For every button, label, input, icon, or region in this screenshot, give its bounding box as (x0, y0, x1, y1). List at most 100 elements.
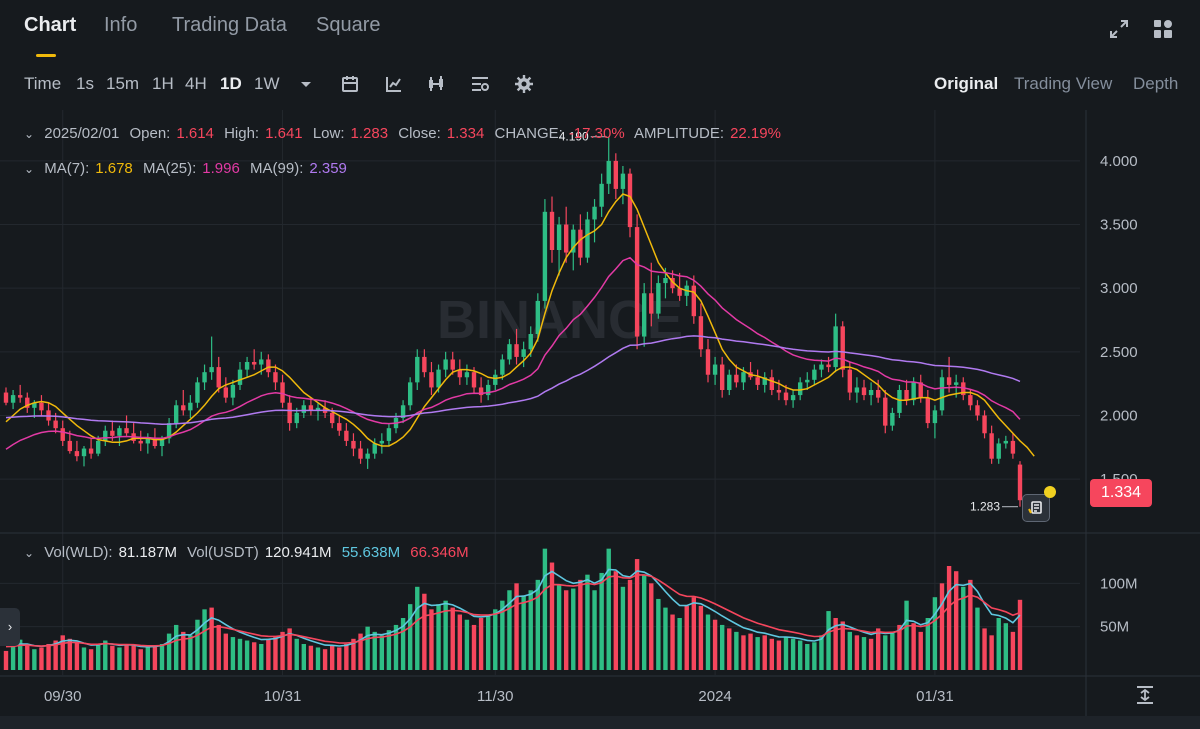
price-alert-button[interactable] (1022, 494, 1050, 522)
interval-1d[interactable]: 1D (220, 74, 242, 93)
candle-body (3, 392, 9, 403)
candle-body (393, 418, 399, 429)
volume-bar (975, 607, 980, 670)
close-label: Close: (398, 125, 441, 142)
ma99-label: MA(99): (250, 160, 304, 177)
candle (131, 423, 136, 444)
candle-body (790, 395, 796, 401)
candle-body (74, 451, 80, 457)
volume-bar (46, 644, 51, 670)
volume-bar (748, 633, 753, 670)
chevron-down-icon[interactable]: ⌄ (24, 162, 35, 176)
volume-bar (188, 635, 193, 670)
volume-bar (613, 571, 619, 670)
candle (308, 397, 314, 416)
interval-1w[interactable]: 1W (254, 74, 280, 93)
chevron-down-icon[interactable] (296, 74, 316, 94)
volume-bar (585, 574, 590, 670)
candle (344, 423, 349, 446)
tab-info[interactable]: Info (104, 14, 138, 36)
settings-list-icon[interactable] (470, 74, 490, 94)
candle-body (656, 283, 661, 314)
candle (663, 267, 668, 299)
candle (145, 433, 151, 454)
view-depth[interactable]: Depth (1133, 74, 1179, 93)
volume-bar (819, 635, 824, 670)
candle-body (386, 428, 392, 441)
candle (904, 379, 909, 406)
volume-bar (372, 631, 377, 670)
candle-body (46, 410, 51, 421)
candle-body (188, 402, 193, 411)
low-value: 1.283 (350, 125, 389, 142)
price-tick-label: 2.500 (1100, 344, 1138, 361)
high-value: 1.641 (265, 125, 303, 142)
chevron-down-icon[interactable]: ⌄ (24, 546, 35, 560)
candle-body (173, 405, 179, 424)
expand-icon[interactable] (1108, 18, 1130, 40)
volume-bar (39, 647, 44, 670)
tab-chart[interactable]: Chart (24, 14, 77, 36)
candle-body (195, 382, 200, 403)
view-original[interactable]: Original (934, 74, 999, 93)
candle (563, 206, 569, 263)
candle-body (883, 397, 888, 426)
volume-bar (641, 574, 647, 670)
candle (74, 440, 80, 462)
alert-indicator-dot (1044, 486, 1056, 498)
candle (124, 415, 129, 436)
indicator-icon[interactable] (384, 74, 404, 94)
candle (422, 349, 427, 378)
volume-bar (712, 619, 718, 670)
candle-body (677, 288, 682, 296)
fit-icon[interactable] (1134, 684, 1156, 706)
candle-body (103, 430, 108, 441)
interval-1s[interactable]: 1s (76, 74, 94, 93)
candle-body (670, 278, 675, 289)
candle-icon[interactable] (426, 74, 446, 94)
volume-bar (457, 614, 463, 670)
candle-body (358, 448, 363, 459)
candle-body (429, 372, 434, 388)
candle-body (493, 374, 498, 385)
candle (17, 384, 23, 403)
candle-body (946, 377, 952, 385)
candle (968, 390, 973, 411)
volume-bar (407, 604, 413, 670)
volume-bar (953, 571, 959, 670)
volume-bar (195, 619, 200, 670)
interval-4h[interactable]: 4H (185, 74, 207, 93)
candle-body (961, 382, 966, 396)
interval-15m[interactable]: 15m (106, 74, 140, 93)
candle-body (259, 359, 264, 365)
candle (53, 412, 58, 434)
candle-body (783, 392, 789, 401)
candle-body (989, 433, 994, 459)
tab-trading-data[interactable]: Trading Data (172, 14, 287, 36)
volume-ma2-line (5, 574, 1021, 648)
interval-time[interactable]: Time (24, 74, 62, 93)
interval-1h[interactable]: 1H (152, 74, 174, 93)
chevron-down-icon[interactable]: ⌄ (24, 127, 35, 141)
candle (762, 372, 767, 393)
volume-tick-label: 50M (1100, 619, 1129, 636)
volume-bar (32, 649, 37, 670)
current-price-tag[interactable]: 1.334 (1090, 479, 1152, 507)
candle-body (620, 173, 626, 189)
candle (188, 395, 193, 418)
layout-icon[interactable] (1152, 18, 1174, 40)
candle (287, 395, 292, 431)
view-trading-view[interactable]: Trading View (1014, 74, 1113, 93)
volume-bar (904, 600, 909, 670)
gear-icon[interactable] (514, 74, 534, 94)
volume-bar (3, 650, 9, 670)
tab-square[interactable]: Square (316, 14, 381, 36)
candle-body (684, 285, 689, 296)
chart-type-icon[interactable] (340, 74, 360, 94)
candle (542, 199, 548, 309)
candle-body (691, 285, 697, 317)
volume-bar (464, 619, 470, 670)
candle-body (88, 448, 94, 454)
sidebar-toggle-button[interactable]: › (0, 608, 20, 646)
